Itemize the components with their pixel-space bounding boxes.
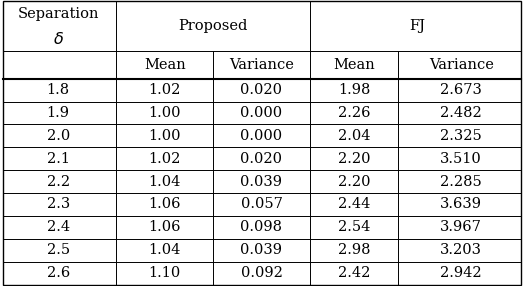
Text: 0.039: 0.039: [241, 243, 282, 257]
Text: Mean: Mean: [333, 58, 375, 72]
Text: 1.04: 1.04: [149, 175, 181, 188]
Text: Proposed: Proposed: [178, 19, 248, 33]
Text: 0.098: 0.098: [241, 221, 282, 234]
Text: 0.000: 0.000: [241, 129, 282, 143]
Text: 2.942: 2.942: [440, 266, 482, 280]
Text: 2.98: 2.98: [337, 243, 370, 257]
Text: 2.1: 2.1: [47, 152, 70, 166]
Text: 2.20: 2.20: [337, 152, 370, 166]
Text: 1.06: 1.06: [148, 198, 181, 211]
Text: 0.020: 0.020: [241, 83, 282, 97]
Text: 3.510: 3.510: [440, 152, 482, 166]
Text: 3.967: 3.967: [440, 221, 482, 234]
Text: 1.06: 1.06: [148, 221, 181, 234]
Text: 3.639: 3.639: [440, 198, 482, 211]
Text: 1.98: 1.98: [338, 83, 370, 97]
Text: 0.000: 0.000: [241, 106, 282, 120]
Text: $\delta$: $\delta$: [52, 31, 64, 48]
Text: 1.9: 1.9: [47, 106, 70, 120]
Text: 2.4: 2.4: [47, 221, 70, 234]
Text: 2.54: 2.54: [338, 221, 370, 234]
Text: 2.325: 2.325: [440, 129, 482, 143]
Text: 1.8: 1.8: [47, 83, 70, 97]
Text: 2.2: 2.2: [47, 175, 70, 188]
Text: 1.00: 1.00: [148, 106, 181, 120]
Text: Variance: Variance: [229, 58, 294, 72]
Text: FJ: FJ: [409, 19, 425, 33]
Text: Separation: Separation: [17, 7, 99, 21]
Text: 2.3: 2.3: [47, 198, 70, 211]
Text: 1.00: 1.00: [148, 129, 181, 143]
Text: 0.057: 0.057: [241, 198, 282, 211]
Text: 2.20: 2.20: [337, 175, 370, 188]
Text: 1.02: 1.02: [149, 152, 181, 166]
Text: 1.04: 1.04: [149, 243, 181, 257]
Text: 3.203: 3.203: [440, 243, 482, 257]
Text: 2.673: 2.673: [440, 83, 482, 97]
Text: Variance: Variance: [429, 58, 494, 72]
Text: 2.5: 2.5: [47, 243, 70, 257]
Text: 0.039: 0.039: [241, 175, 282, 188]
Text: 0.020: 0.020: [241, 152, 282, 166]
Text: 2.285: 2.285: [440, 175, 482, 188]
Text: 2.04: 2.04: [337, 129, 370, 143]
Text: 2.44: 2.44: [338, 198, 370, 211]
Text: 2.482: 2.482: [440, 106, 482, 120]
Text: 2.0: 2.0: [47, 129, 70, 143]
Text: 2.6: 2.6: [47, 266, 70, 280]
Text: 2.26: 2.26: [337, 106, 370, 120]
Text: 0.092: 0.092: [241, 266, 282, 280]
Text: Mean: Mean: [144, 58, 185, 72]
Text: 1.10: 1.10: [149, 266, 181, 280]
Text: 2.42: 2.42: [338, 266, 370, 280]
Text: 1.02: 1.02: [149, 83, 181, 97]
